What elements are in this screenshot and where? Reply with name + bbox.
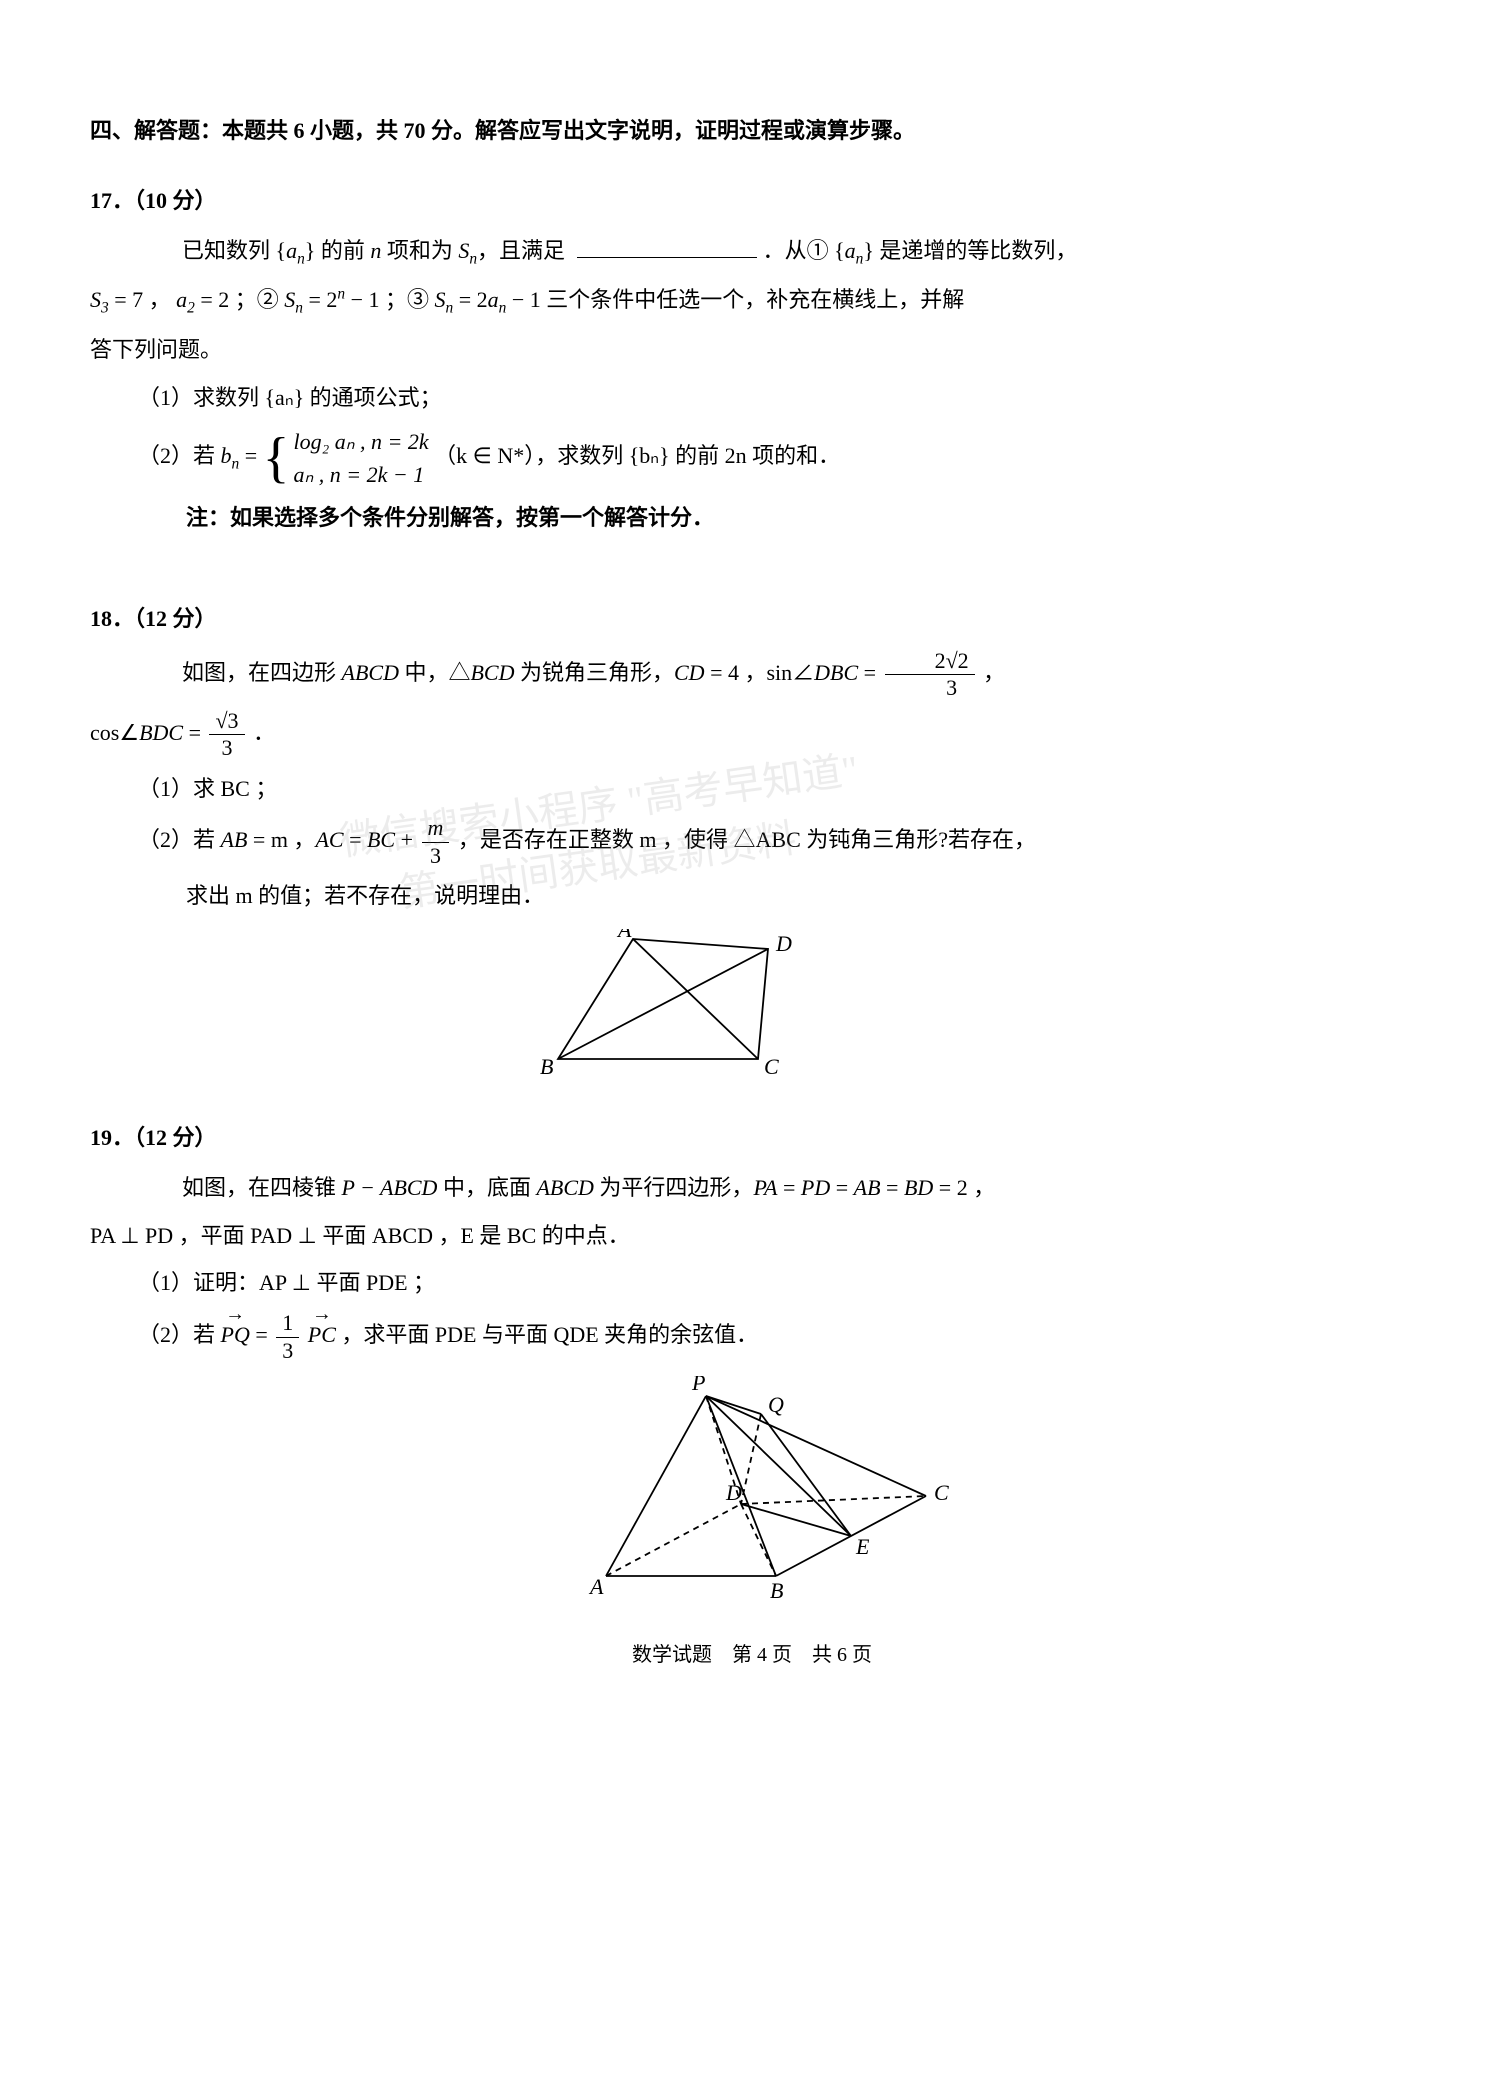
text: = 2 — [453, 287, 487, 312]
text: ．从① { — [763, 238, 845, 263]
label-D: D — [725, 1480, 742, 1505]
q17-note: 注：如果选择多个条件分别解答，按第一个解答计分． — [186, 497, 1414, 539]
text: ， — [983, 660, 1005, 685]
section-header: 四、解答题：本题共 6 小题，共 70 分。解答应写出文字说明，证明过程或演算步… — [90, 110, 1414, 152]
text: 为锐角三角形， — [514, 660, 674, 685]
frac-den: 3 — [209, 735, 244, 761]
text: ． — [253, 720, 275, 745]
blank-fill — [577, 231, 757, 257]
frac-num: 1 — [276, 1310, 299, 1337]
q17-line1: 已知数列 {an} 的前 n 项和为 Sn，且满足 ．从① {an} 是递增的等… — [138, 230, 1414, 274]
text: 已知数列 { — [182, 238, 286, 263]
text: − 1 ；③ — [345, 287, 434, 312]
q19-sub2: （2）若 PQ = 13 PC ，求平面 PDE 与平面 QDE 夹角的余弦值． — [138, 1310, 1414, 1364]
label-C: C — [764, 1054, 779, 1079]
frac-num: m — [422, 815, 450, 842]
q18-line2: cos∠BDC = √33 ． — [90, 708, 1414, 762]
text: 中，底面 — [437, 1175, 536, 1200]
q17-sub2: （2）若 bn = { log₂ aₙ , n = 2k aₙ , n = 2k… — [138, 425, 1414, 491]
text: = — [239, 443, 262, 468]
q19-diagram: P Q A B C D E — [566, 1376, 986, 1606]
text: = — [858, 660, 881, 685]
label-B: B — [540, 1054, 553, 1079]
text: 如图，在四棱锥 — [182, 1175, 342, 1200]
text: 中，△ — [399, 660, 471, 685]
text: − 1 三个条件中任选一个，补充在横线上，并解 — [506, 287, 964, 312]
text: = 2 ， — [933, 1175, 995, 1200]
text: = m ， — [247, 827, 315, 852]
q18-line1: 如图，在四边形 ABCD 中，△BCD 为锐角三角形，CD = 4 ，sin∠D… — [138, 648, 1414, 702]
text: = — [777, 1175, 800, 1200]
q18-diagram: A B C D — [458, 929, 878, 1089]
frac-den: 3 — [885, 675, 975, 701]
q18-sub1: （1）求 BC ； — [138, 768, 1414, 810]
text: + — [395, 827, 418, 852]
text: = — [881, 1175, 904, 1200]
q17-number: 17．（10 分） — [90, 180, 1414, 222]
text: = — [344, 827, 367, 852]
q17-line2: S3 = 7 ， a2 = 2 ；② Sn = 2n − 1 ；③ Sn = 2… — [90, 279, 1414, 323]
q19-line1: 如图，在四棱锥 P − ABCD 中，底面 ABCD 为平行四边形，PA = P… — [138, 1167, 1414, 1209]
text: （k ∈ N*），求数列 {bₙ} 的前 2n 项的和． — [434, 443, 840, 468]
q19-number: 19．（12 分） — [90, 1117, 1414, 1159]
text: } 是递增的等比数列， — [863, 238, 1077, 263]
text: = 2 — [303, 287, 337, 312]
q17-line3: 答下列问题。 — [90, 329, 1414, 371]
brace-row1: log₂ aₙ , n = 2k — [294, 425, 429, 458]
text: } 的前 — [305, 238, 371, 263]
label-B: B — [770, 1578, 783, 1603]
frac-num: 2√2 — [885, 648, 975, 675]
frac-den: 3 — [422, 843, 450, 869]
text: ，求平面 PDE 与平面 QDE 夹角的余弦值． — [336, 1322, 758, 1347]
text: 如图，在四边形 — [182, 660, 342, 685]
brace-row2: aₙ , n = 2k − 1 — [294, 458, 429, 491]
text: ，是否存在正整数 m ，使得 △ABC 为钝角三角形?若存在， — [458, 827, 1036, 852]
q19-line2: PA ⊥ PD ，平面 PAD ⊥ 平面 ABCD ，E 是 BC 的中点． — [90, 1215, 1414, 1257]
text: = — [250, 1322, 273, 1347]
text: （2）若 — [138, 443, 221, 468]
q18-number: 18．（12 分） — [90, 598, 1414, 640]
label-P: P — [691, 1376, 705, 1395]
piecewise-brace: { log₂ aₙ , n = 2k aₙ , n = 2k − 1 — [263, 425, 429, 491]
page-footer: 数学试题 第 4 页 共 6 页 — [90, 1636, 1414, 1674]
text: = — [183, 720, 206, 745]
label-E: E — [855, 1534, 870, 1559]
q17-sub1: （1）求数列 {aₙ} 的通项公式； — [138, 377, 1414, 419]
text: = — [830, 1175, 853, 1200]
text: ，且满足 — [477, 238, 571, 263]
label-D: D — [775, 931, 792, 956]
label-C: C — [934, 1480, 949, 1505]
frac-den: 3 — [276, 1338, 299, 1364]
text: （2）若 — [138, 827, 221, 852]
text: = 4 ，sin∠ — [705, 660, 815, 685]
text: 为平行四边形， — [594, 1175, 754, 1200]
q18-sub2-line2: 求出 m 的值；若不存在，说明理由． — [186, 875, 1414, 917]
text: （2）若 — [138, 1322, 221, 1347]
frac-num: √3 — [209, 708, 244, 735]
label-A: A — [588, 1574, 604, 1599]
q18-sub2: （2）若 AB = m ，AC = BC + m3 ，是否存在正整数 m ，使得… — [138, 815, 1414, 869]
label-A: A — [616, 929, 632, 942]
text: cos∠ — [90, 720, 139, 745]
text: = 2 ；② — [195, 287, 284, 312]
label-Q: Q — [768, 1392, 784, 1417]
text: 项和为 — [381, 238, 458, 263]
text: = 7 ， — [109, 287, 176, 312]
